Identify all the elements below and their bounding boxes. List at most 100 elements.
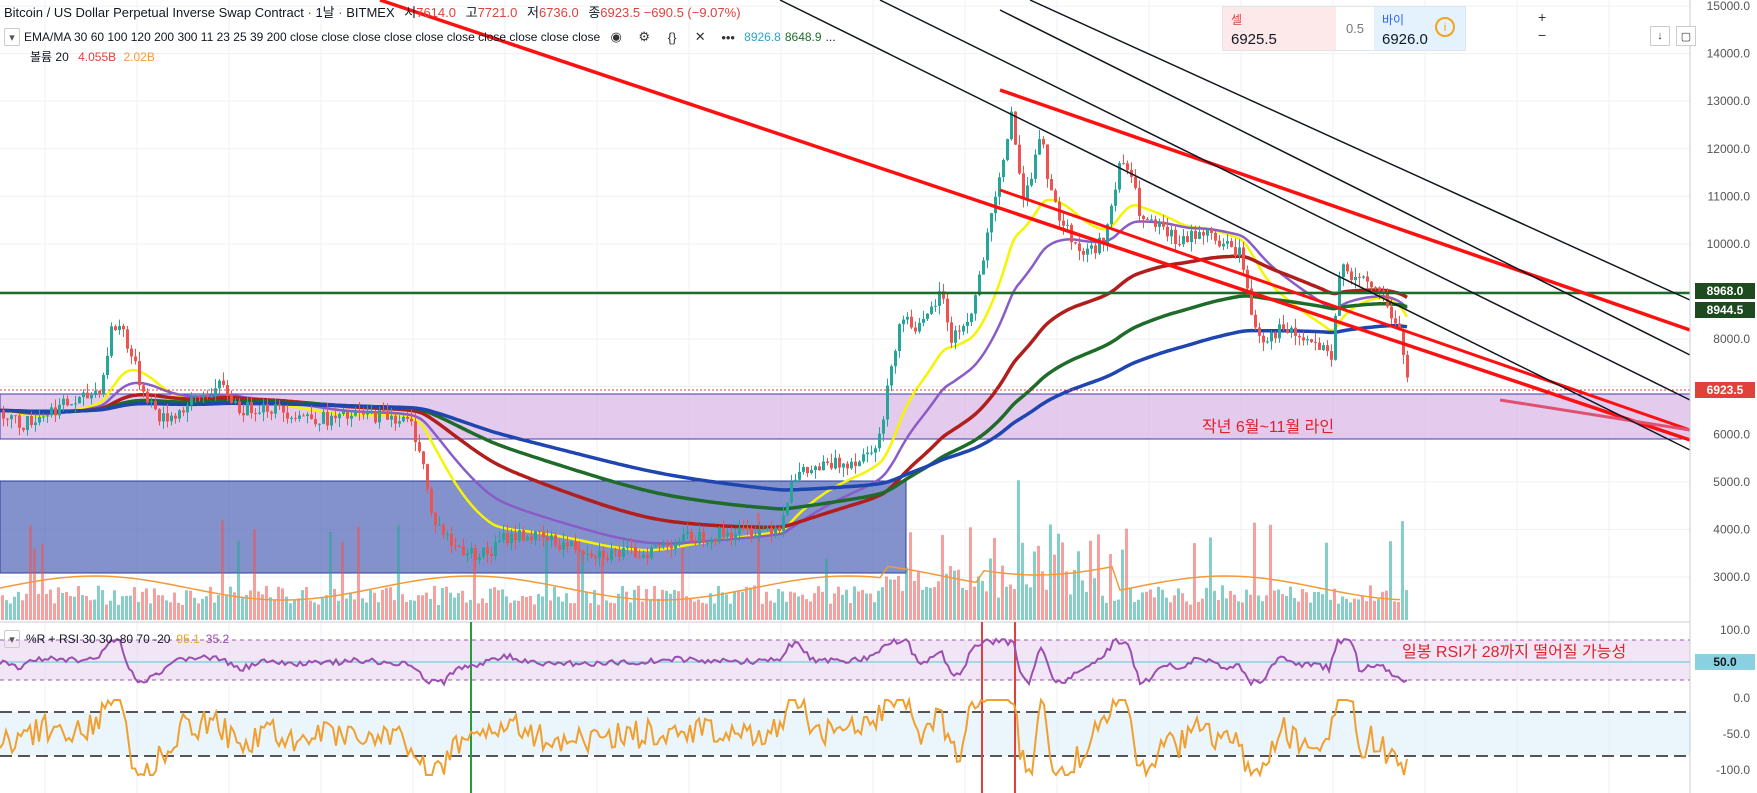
- volume-bar: [561, 601, 564, 620]
- box-annotation[interactable]: 작년 6월~11월 라인: [1202, 419, 1335, 436]
- eye-icon[interactable]: ◉: [610, 29, 622, 44]
- rsi-legend: ▾ %R + RSI 30 30 -80 70 -20 95.1 35.2: [4, 630, 229, 648]
- candle-body: [986, 232, 989, 261]
- volume-bar: [401, 594, 404, 620]
- plus-button[interactable]: +: [1538, 9, 1547, 25]
- candle-body: [898, 324, 901, 351]
- volume-bar: [41, 543, 44, 620]
- candle-body: [1298, 335, 1301, 338]
- channel-line: [1029, 0, 1691, 301]
- info-icon[interactable]: i: [1435, 17, 1455, 37]
- indicator-more[interactable]: ...: [825, 30, 836, 44]
- quantity-stepper[interactable]: + −: [1538, 8, 1546, 44]
- volume-bar: [125, 595, 128, 620]
- volume-bar: [925, 586, 928, 620]
- volume-bar: [453, 597, 456, 620]
- candle-body: [1354, 276, 1357, 281]
- candle-body: [1030, 178, 1033, 186]
- maximize-icon[interactable]: ▢: [1676, 26, 1696, 46]
- candle-body: [326, 411, 329, 426]
- chevron-down-icon[interactable]: ▾: [4, 630, 20, 648]
- volume-bar: [621, 586, 624, 620]
- volume-bar: [617, 593, 620, 620]
- candle-body: [42, 416, 45, 418]
- volume-bar: [761, 603, 764, 620]
- candle-body: [534, 531, 537, 541]
- volume-bar: [829, 603, 832, 620]
- volume-bar: [861, 589, 864, 620]
- braces-icon[interactable]: {}: [667, 29, 677, 45]
- candle-body: [338, 413, 341, 419]
- symbol-title[interactable]: Bitcoin / US Dollar Perpetual Inverse Sw…: [4, 5, 304, 20]
- volume-bar: [777, 588, 780, 620]
- candle-body: [750, 528, 753, 538]
- volume-bar: [613, 603, 616, 620]
- volume-bar: [61, 592, 64, 620]
- candle-body: [450, 533, 453, 546]
- sell-button[interactable]: 셀 6925.5: [1223, 7, 1336, 50]
- interval-label[interactable]: 1날: [315, 5, 335, 20]
- volume-bar: [1281, 594, 1284, 620]
- candle-body: [474, 547, 477, 561]
- volume-bar: [445, 586, 448, 620]
- volume-bar: [377, 602, 380, 620]
- price-tick-label: 12000.0: [1707, 142, 1751, 156]
- volume-label[interactable]: 볼륨 20: [30, 50, 69, 64]
- volume-bar: [181, 604, 184, 620]
- more-icon[interactable]: •••: [721, 29, 735, 45]
- minus-button[interactable]: −: [1538, 27, 1547, 43]
- candle-body: [146, 391, 149, 403]
- candle-body: [174, 415, 177, 419]
- candle-body: [982, 260, 985, 275]
- volume-bar: [1133, 602, 1136, 620]
- candle-body: [634, 547, 637, 558]
- candle-body: [194, 396, 197, 398]
- candle-body: [666, 543, 669, 547]
- rsi-value-1: 95.1: [176, 632, 200, 646]
- candle-body: [1086, 248, 1089, 255]
- volume-bar: [461, 590, 464, 620]
- indicator-text[interactable]: EMA/MA 30 60 100 120 200 300 11 23 25 39…: [24, 30, 601, 44]
- volume-bar: [341, 542, 344, 620]
- rsi-annotation[interactable]: 일봉 RSI가 28까지 떨어질 가능성: [1402, 644, 1627, 661]
- candle-body: [826, 461, 829, 463]
- volume-bar: [1397, 602, 1400, 620]
- candle-body: [46, 415, 49, 417]
- candle-body: [842, 463, 845, 468]
- candle-body: [462, 546, 465, 556]
- symbol-header: Bitcoin / US Dollar Perpetual Inverse Sw…: [4, 5, 741, 20]
- rsi-label[interactable]: %R + RSI 30 30 -80 70 -20: [26, 632, 171, 646]
- volume-bar: [321, 598, 324, 620]
- candle-body: [1274, 332, 1277, 339]
- candle-body: [1166, 226, 1169, 237]
- close-icon[interactable]: ✕: [694, 29, 706, 44]
- volume-bar: [837, 586, 840, 620]
- chart-controls: ↓ ▢: [1650, 26, 1696, 46]
- volume-bar: [1117, 599, 1120, 620]
- volume-bar: [225, 595, 228, 620]
- gear-icon[interactable]: ⚙: [638, 29, 650, 44]
- volume-bar: [153, 588, 156, 620]
- volume-bar: [917, 570, 920, 620]
- volume-bar: [821, 591, 824, 620]
- chevron-down-icon[interactable]: ▾: [4, 28, 20, 46]
- candle-body: [766, 527, 769, 530]
- candle-body: [1302, 337, 1305, 341]
- arrow-down-icon[interactable]: ↓: [1650, 26, 1670, 46]
- volume-bar: [133, 587, 136, 620]
- volume-bar: [369, 590, 372, 620]
- volume-bar: [97, 585, 100, 620]
- buy-button[interactable]: 바이 6926.0 i: [1374, 7, 1465, 50]
- volume-bar: [493, 587, 496, 620]
- volume-bar: [573, 603, 576, 620]
- candle-body: [1234, 247, 1237, 256]
- volume-bar: [649, 600, 652, 620]
- volume-bar: [1325, 542, 1328, 620]
- volume-bar: [441, 588, 444, 620]
- candle-body: [914, 327, 917, 332]
- price-tick-label: 4000.0: [1713, 522, 1750, 536]
- volume-bar: [1045, 589, 1048, 620]
- volume-bar: [961, 587, 964, 620]
- candle-body: [1194, 230, 1197, 239]
